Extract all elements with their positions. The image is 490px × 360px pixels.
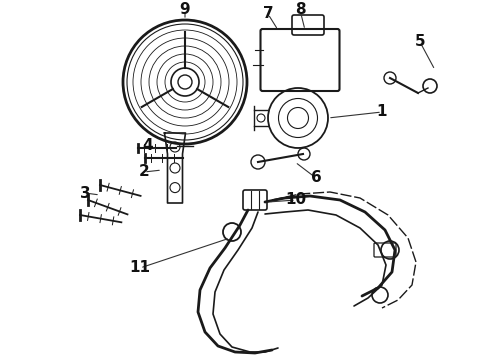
Text: 3: 3 <box>80 185 90 201</box>
Text: 1: 1 <box>377 104 387 120</box>
Text: 7: 7 <box>263 6 273 22</box>
Text: 6: 6 <box>311 171 321 185</box>
Text: 9: 9 <box>180 3 190 18</box>
Text: 11: 11 <box>129 261 150 275</box>
Text: 10: 10 <box>286 193 307 207</box>
Text: 8: 8 <box>294 3 305 18</box>
Text: 4: 4 <box>143 138 153 153</box>
Text: 5: 5 <box>415 35 425 49</box>
Text: 2: 2 <box>139 165 149 180</box>
